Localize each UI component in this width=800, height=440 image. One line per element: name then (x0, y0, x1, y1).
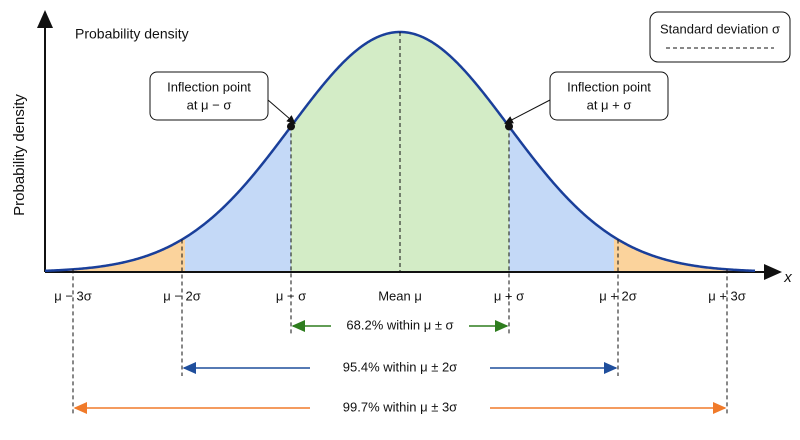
range-label-bg (310, 399, 490, 417)
tick-label: μ − 3σ (54, 288, 92, 303)
range-label: 99.7% within μ ± 3σ (343, 399, 457, 414)
tick-label: Mean μ (378, 288, 422, 303)
tick-label: μ + 3σ (708, 288, 746, 303)
callout-text: Inflection point (567, 79, 651, 94)
callout-arrow (267, 99, 296, 125)
range-label: 68.2% within μ ± σ (346, 317, 453, 332)
range-label: 95.4% within μ ± 2σ (343, 359, 457, 374)
tick-label: μ − 2σ (163, 288, 201, 303)
region (45, 237, 185, 272)
y-axis-label: Probability density (11, 94, 28, 216)
range-label-bg (310, 359, 490, 377)
range-label-bg (331, 317, 469, 335)
callout-arrow (504, 99, 551, 124)
legend: Standard deviation σ (649, 11, 791, 63)
tick-label: μ + σ (494, 288, 524, 303)
callout-box (149, 71, 269, 121)
callout-text: Inflection point (167, 79, 251, 94)
inflection-point (505, 122, 513, 131)
curve-label: Probability density (75, 26, 189, 42)
callout-text: at μ − σ (187, 97, 232, 112)
legend-label: Standard deviation σ (660, 21, 780, 36)
callout-box (549, 71, 669, 121)
x-axis-label: x (783, 269, 792, 286)
tick-label: μ − σ (276, 288, 306, 303)
region (614, 237, 755, 272)
callout-text: at μ + σ (587, 97, 632, 112)
inflection-point (287, 122, 295, 131)
tick-label: μ + 2σ (599, 288, 637, 303)
